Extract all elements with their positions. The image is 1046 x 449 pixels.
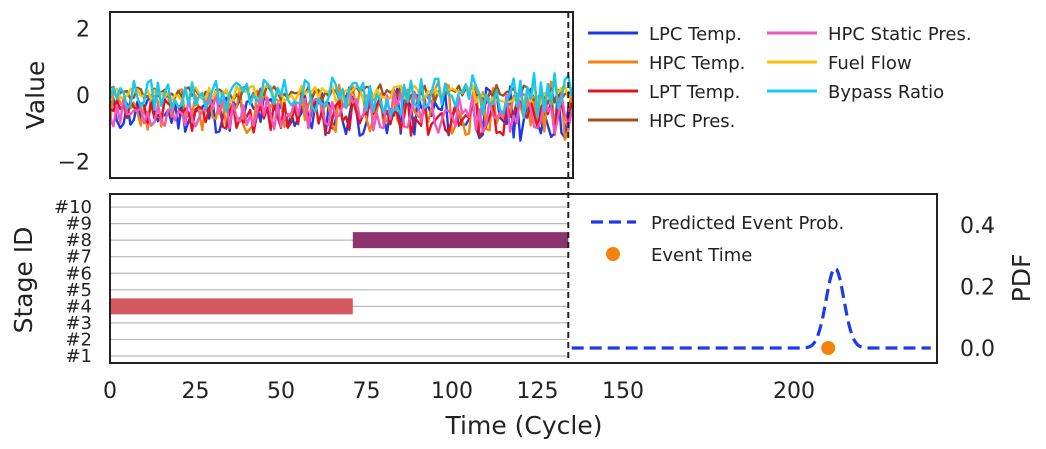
stage-bar-8	[352, 232, 569, 249]
stage-tick-9: #9	[65, 214, 92, 235]
series-hpc-static-pres	[108, 90, 573, 135]
stage-bar-4	[110, 298, 353, 315]
legend-label-lpc-temp: LPC Temp.	[649, 24, 742, 45]
stage-tick-3: #3	[65, 313, 92, 334]
event-legend: Predicted Event Prob. Event Time	[591, 213, 844, 266]
x-tick: 125	[517, 379, 559, 404]
stage-tick-7: #7	[65, 247, 92, 268]
event-time-marker	[821, 341, 836, 355]
legend-swatch-event-time	[606, 247, 620, 261]
stage-tick-1: #1	[65, 346, 92, 367]
x-tick: 0	[103, 379, 117, 404]
stage-panel: #1#2#3#4#5#6#7#8#9#10 0.0 0.2 0.4 0 25 50 75 1…	[9, 12, 1036, 440]
stage-tick-5: #5	[65, 280, 92, 301]
sensor-legend: LPC Temp. HPC Temp. LPT Temp. HPC Pres. HPC …	[588, 24, 972, 132]
legend-label-bypass-ratio: Bypass Ratio	[828, 82, 944, 103]
sensor-ytick: 2	[76, 18, 90, 43]
stage-tick-10: #10	[54, 197, 92, 218]
x-tick: 150	[602, 379, 644, 404]
legend-label-event-time: Event Time	[651, 245, 752, 266]
legend-label-predicted-event-prob: Predicted Event Prob.	[651, 213, 844, 234]
legend-label-lpt-temp: LPT Temp.	[649, 82, 740, 103]
pdf-ytick: 0.4	[960, 214, 995, 239]
x-tick: 25	[182, 379, 210, 404]
x-tick: 100	[431, 379, 473, 404]
stage-tick-2: #2	[65, 329, 92, 350]
sensor-panel: 2 0 −2 Value	[21, 11, 574, 179]
sensor-panel-frame	[109, 11, 574, 179]
pdf-ytick: 0.2	[960, 276, 995, 301]
stage-tick-6: #6	[65, 263, 92, 284]
sensor-ylabel: Value	[21, 61, 50, 130]
legend-label-hpc-pres: HPC Pres.	[649, 111, 735, 132]
stage-panel-frame	[109, 193, 938, 364]
pdf-ylabel: PDF	[1007, 254, 1036, 303]
stage-ylabel: Stage ID	[9, 227, 38, 334]
series-bypass-ratio	[108, 71, 573, 119]
x-tick: 50	[267, 379, 295, 404]
pdf-ytick: 0.0	[960, 337, 995, 362]
x-tick: 75	[353, 379, 381, 404]
x-tick: 200	[773, 379, 815, 404]
legend-label-hpc-static-pres: HPC Static Pres.	[828, 24, 972, 45]
x-axis-label: Time (Cycle)	[445, 411, 603, 440]
stage-tick-4: #4	[65, 296, 92, 317]
stage-tick-8: #8	[65, 230, 92, 251]
sensor-ytick: 0	[76, 84, 90, 109]
legend-label-fuel-flow: Fuel Flow	[828, 53, 912, 74]
sensor-ytick: −2	[58, 150, 90, 175]
series-predicted-event-prob	[571, 266, 931, 350]
legend-label-hpc-temp: HPC Temp.	[649, 53, 745, 74]
